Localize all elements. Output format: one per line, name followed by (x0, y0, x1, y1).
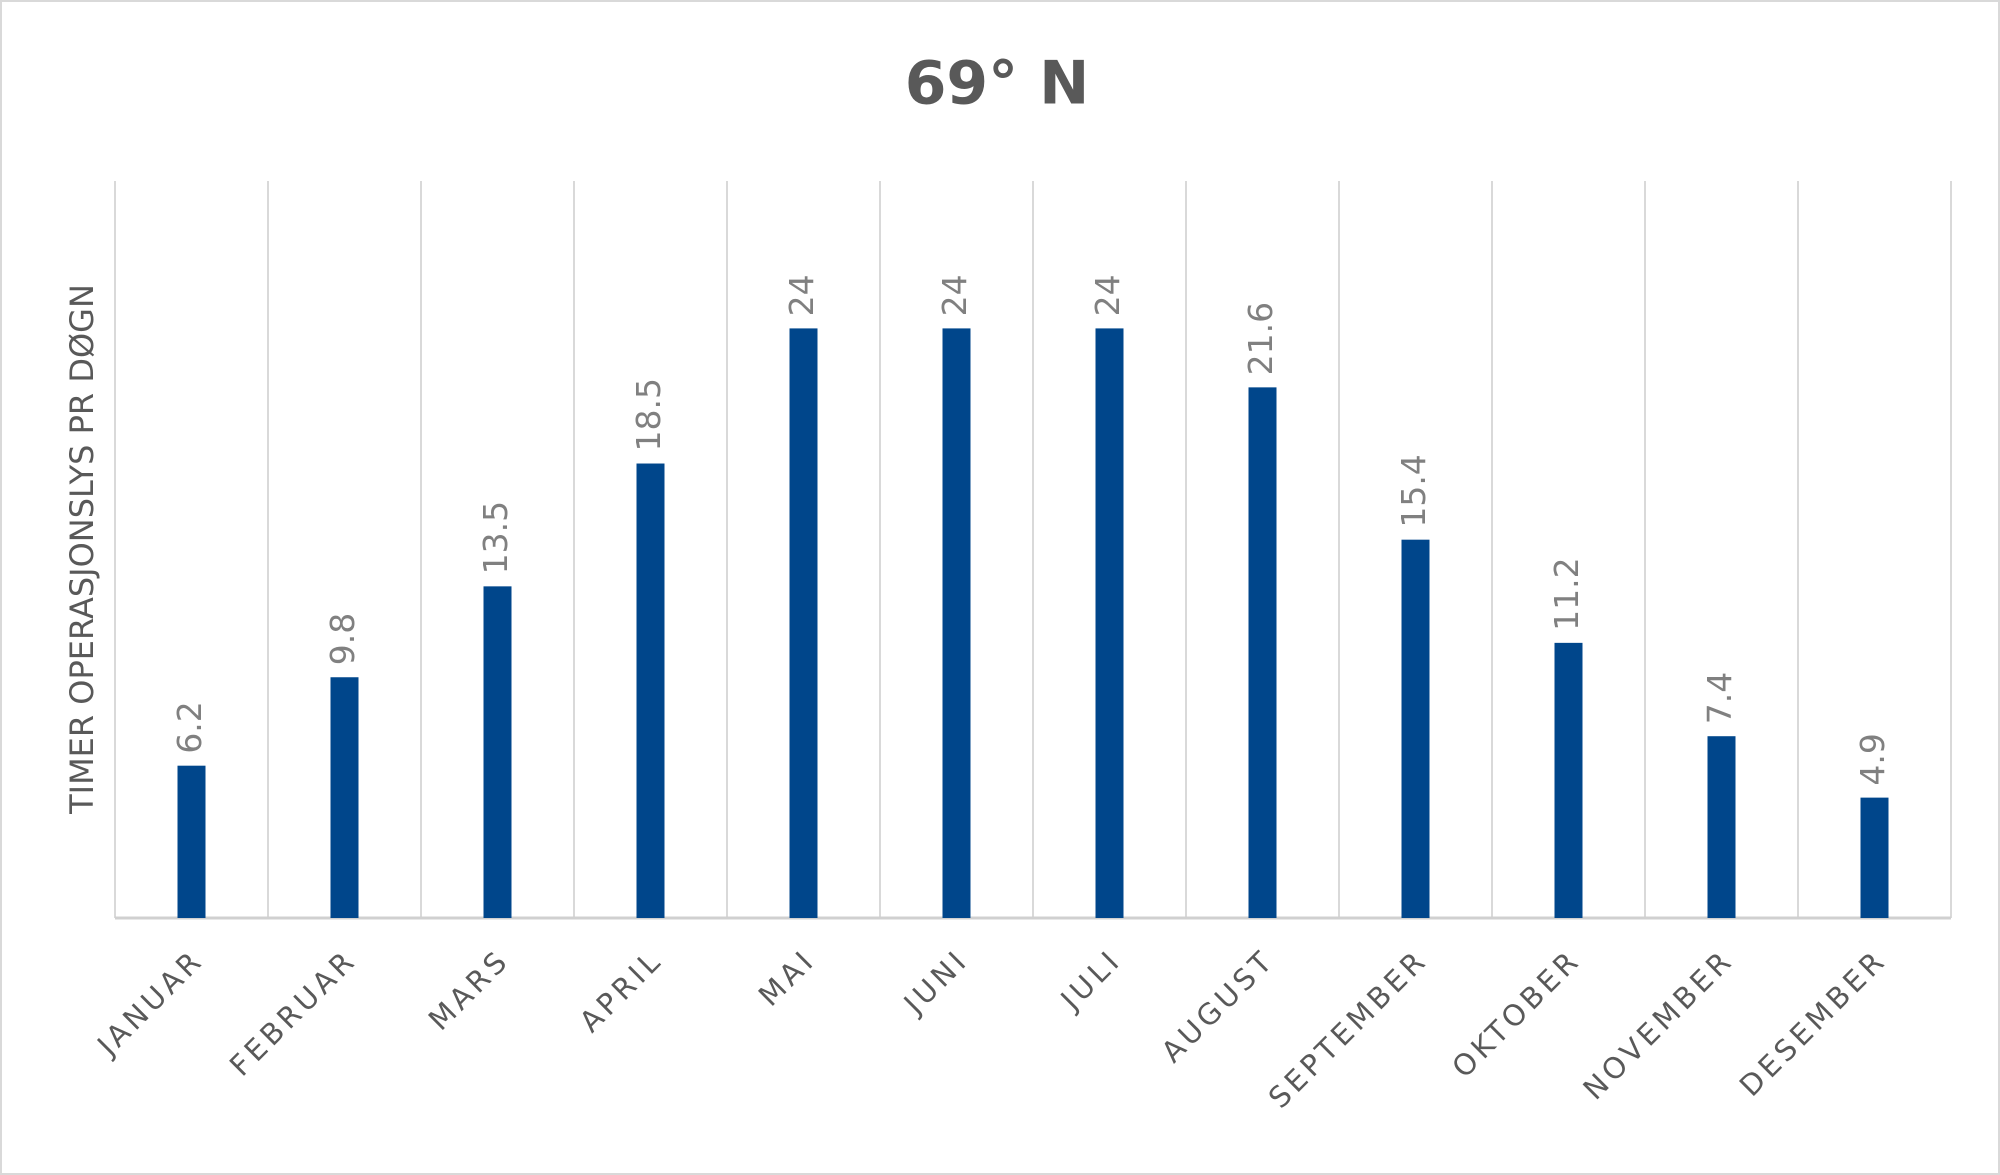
bar (1401, 539, 1430, 918)
data-label: 15.4 (1394, 454, 1433, 527)
bar (942, 328, 971, 918)
data-label: 13.5 (476, 501, 515, 574)
data-label: 24 (782, 274, 821, 316)
chart-title: 69° N (905, 49, 1090, 119)
bar (177, 765, 206, 918)
data-label: 4.9 (1853, 733, 1892, 785)
bar (636, 463, 665, 918)
data-label: 21.6 (1241, 302, 1280, 375)
data-label: 24 (935, 274, 974, 316)
bar (330, 677, 359, 918)
data-label: 7.4 (1700, 672, 1739, 724)
data-label: 9.8 (323, 613, 362, 665)
bar (1248, 387, 1277, 918)
bar (483, 586, 512, 918)
y-axis-label: TIMER OPERASJONSLYS PR DØGN (63, 284, 101, 815)
data-label: 18.5 (629, 378, 668, 451)
data-label: 11.2 (1547, 557, 1586, 630)
data-label: 24 (1088, 274, 1127, 316)
bar (1860, 797, 1889, 918)
bar (1095, 328, 1124, 918)
bar (1707, 736, 1736, 918)
bar (789, 328, 818, 918)
bar (1554, 642, 1583, 918)
data-label: 6.2 (170, 701, 209, 753)
